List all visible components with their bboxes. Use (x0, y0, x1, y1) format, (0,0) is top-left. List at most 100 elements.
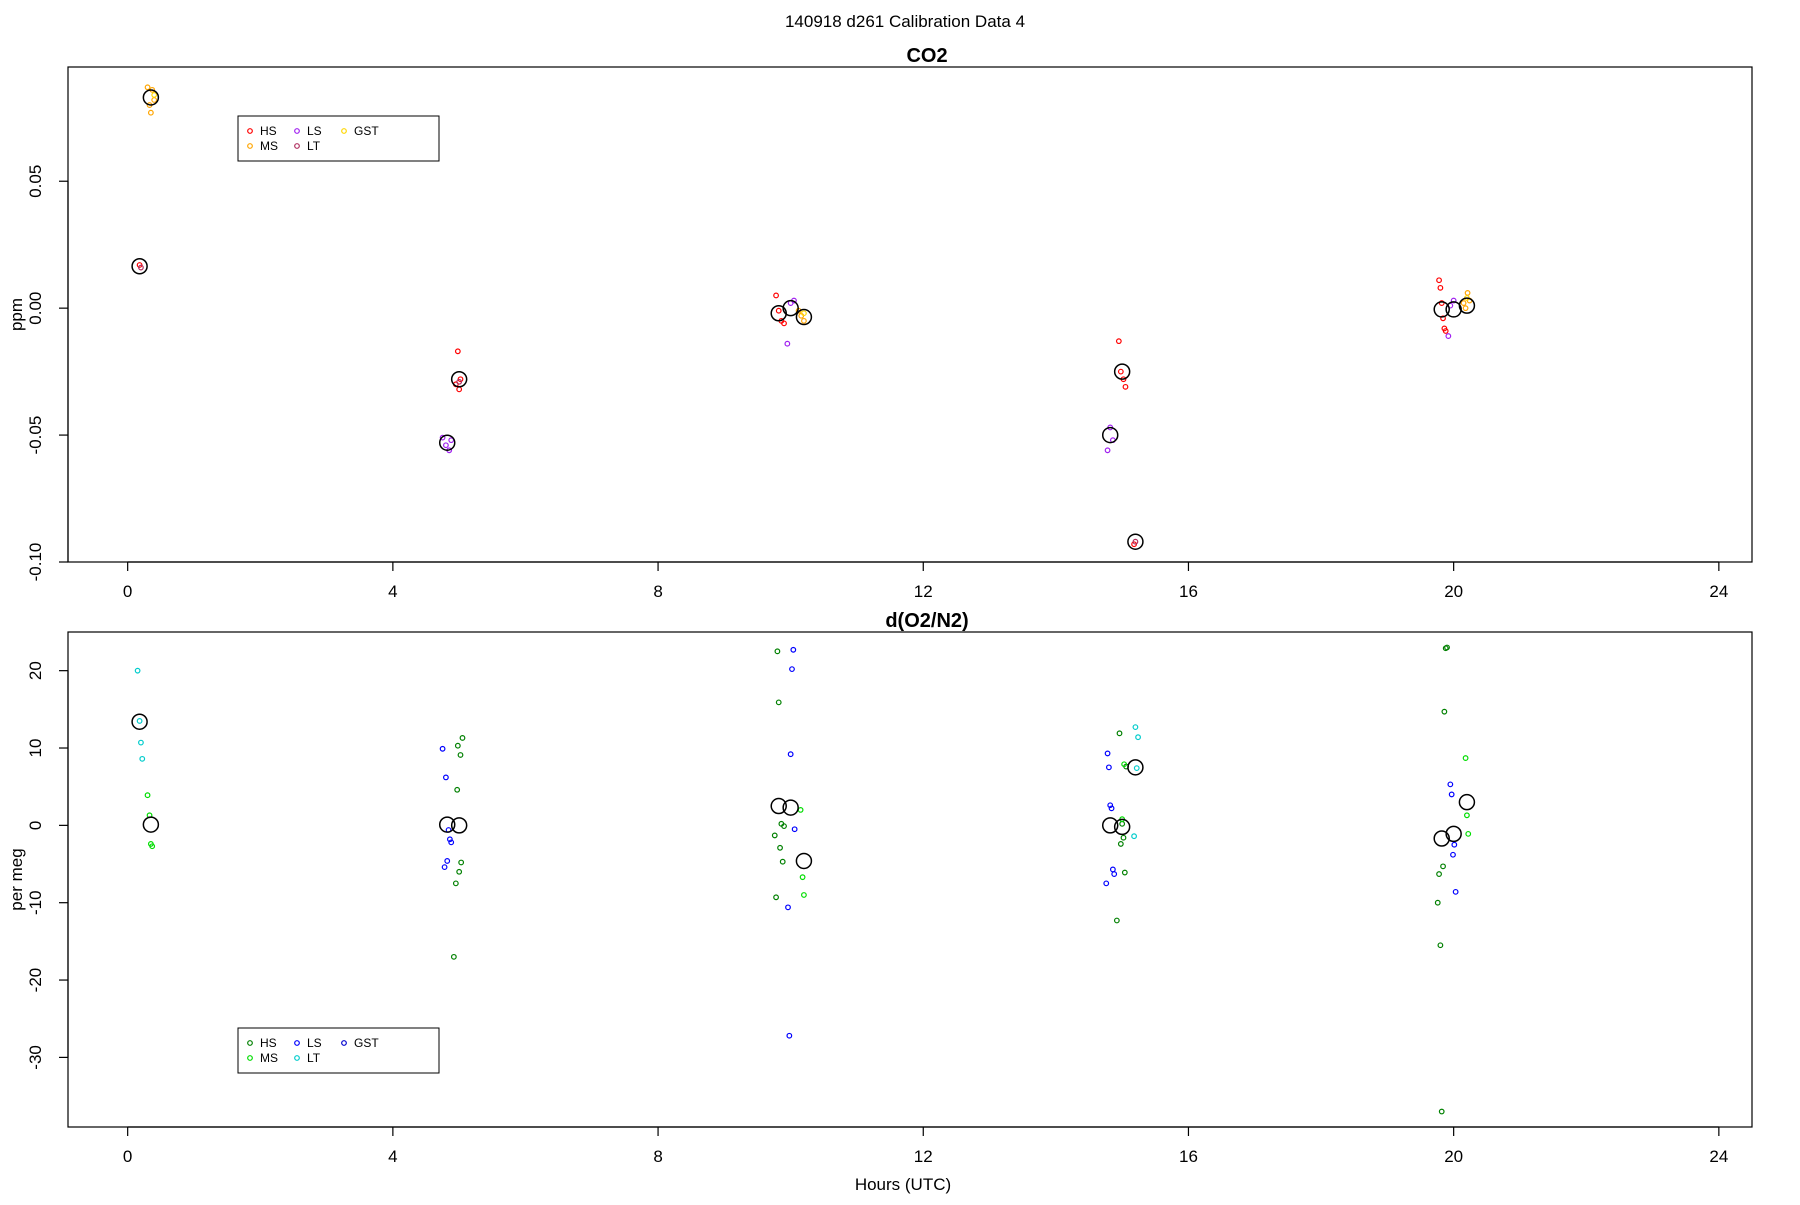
o2n2-point-hs (1441, 708, 1448, 715)
co2-point-ms (144, 84, 151, 91)
o2n2-point-ls (787, 751, 794, 758)
o2n2-mean-point (131, 713, 148, 730)
o2n2-point-ms (1464, 812, 1470, 819)
co2-legend-swatch-hs (247, 128, 253, 134)
o2n2-point-ls (790, 646, 797, 653)
co2-point-ms (1464, 290, 1471, 296)
co2-x-tick-label: 12 (914, 582, 933, 601)
o2n2-point-ls (1109, 866, 1116, 873)
o2n2-point-ls (444, 858, 451, 864)
co2-point-lt (138, 264, 144, 271)
co2-point-hs (773, 292, 779, 299)
o2n2-point-hs (779, 858, 786, 865)
o2n2-legend-box (237, 1027, 440, 1074)
o2n2-point-lt (138, 739, 144, 746)
o2n2-legend-swatch-ms (247, 1055, 253, 1061)
o2n2-legend-label-ms: MS (260, 1051, 278, 1065)
o2n2-point-hs (775, 699, 782, 706)
co2-point-ls (1104, 447, 1111, 454)
co2-point-ls (443, 442, 449, 449)
o2n2-point-lt (134, 667, 141, 674)
o2n2-mean-point (1101, 817, 1119, 834)
o2n2-point-hs (1116, 730, 1123, 737)
o2n2-x-tick-label: 12 (914, 1147, 933, 1166)
o2n2-mean-point (770, 797, 787, 815)
o2n2-point-ls (786, 1032, 793, 1039)
o2n2-point-hs (1434, 899, 1441, 906)
o2n2-y-axis-label: per meg (7, 848, 26, 910)
o2n2-point-ls (791, 826, 798, 833)
co2-legend-label-ms: MS (260, 139, 278, 153)
co2-point-hs (775, 307, 782, 314)
o2n2-point-ls (443, 774, 449, 781)
o2n2-point-hs (457, 752, 464, 758)
co2-mean-point (131, 258, 148, 275)
o2n2-y-tick-label: 20 (26, 661, 45, 680)
co2-point-hs (1436, 277, 1442, 284)
o2n2-point-hs (1437, 942, 1444, 949)
o2n2-point-ls (1108, 805, 1115, 812)
o2n2-point-lt (1132, 724, 1139, 731)
o2n2-y-tick-label: 0 (26, 821, 45, 830)
o2n2-x-axis-label: Hours (UTC) (855, 1175, 951, 1194)
co2-mean-point (142, 89, 160, 106)
o2n2-point-hs (458, 859, 465, 866)
o2n2-y-tick-label: -10 (26, 890, 45, 915)
o2n2-point-hs (771, 832, 778, 839)
o2n2-point-lt (136, 718, 143, 724)
figure-title: 140918 d261 Calibration Data 4 (785, 12, 1025, 31)
co2-point-lt (1132, 538, 1139, 545)
co2-x-tick-label: 24 (1709, 582, 1728, 601)
co2-legend-label-gst: GST (354, 124, 379, 138)
co2-point-hs (781, 320, 787, 327)
o2n2-point-hs (1113, 917, 1120, 924)
o2n2-point-hs (459, 735, 466, 741)
co2-x-tick-label: 16 (1179, 582, 1198, 601)
o2n2-point-ls (441, 864, 448, 871)
co2-y-tick-label: 0.05 (26, 165, 45, 198)
o2n2-point-hs (1119, 820, 1126, 827)
o2n2-legend-swatch-lt (294, 1055, 300, 1061)
o2n2-point-ls (1111, 871, 1118, 877)
co2-x-tick-label: 20 (1444, 582, 1463, 601)
o2n2-mean-point (1445, 825, 1462, 843)
co2-mean-point (795, 308, 813, 326)
o2n2-mean-point (438, 816, 456, 833)
o2n2-mean-point (1127, 759, 1144, 776)
co2-panel-title: CO2 (906, 45, 947, 67)
o2n2-point-ms (1462, 755, 1469, 761)
co2-point-ms (1460, 300, 1467, 306)
co2-point-hs (1440, 315, 1446, 322)
co2-point-gst (151, 92, 158, 98)
o2n2-point-hs (1440, 863, 1446, 870)
o2n2-point-ls (1447, 781, 1454, 788)
co2-mean-point (438, 434, 456, 451)
co2-point-ls (784, 340, 791, 347)
o2n2-point-ls (448, 839, 455, 846)
co2-x-tick-label: 0 (123, 582, 132, 601)
o2n2-point-ms (149, 843, 156, 850)
o2n2-point-ms (799, 874, 806, 881)
o2n2-x-tick-label: 8 (653, 1147, 662, 1166)
o2n2-x-tick-label: 0 (123, 1147, 132, 1166)
co2-mean-point (782, 299, 799, 317)
o2n2-panel-title: d(O2/N2) (885, 610, 968, 632)
o2n2-point-lt (139, 755, 146, 762)
co2-legend-label-lt: LT (307, 139, 321, 153)
co2-mean-point (1113, 363, 1131, 380)
o2n2-point-ls (1452, 888, 1459, 895)
co2-y-tick-label: -0.10 (26, 543, 45, 582)
o2n2-legend-label-gst: GST (354, 1036, 379, 1050)
o2n2-point-hs (1117, 841, 1124, 847)
co2-legend-label-hs: HS (260, 124, 277, 138)
o2n2-point-hs (450, 953, 457, 960)
o2n2-point-ms (801, 892, 807, 898)
o2n2-legend-label-lt: LT (307, 1051, 321, 1065)
o2n2-point-ms (797, 806, 804, 813)
o2n2-point-ls (1104, 750, 1111, 757)
o2n2-legend-swatch-gst (341, 1040, 347, 1046)
o2n2-point-lt (1131, 833, 1137, 840)
